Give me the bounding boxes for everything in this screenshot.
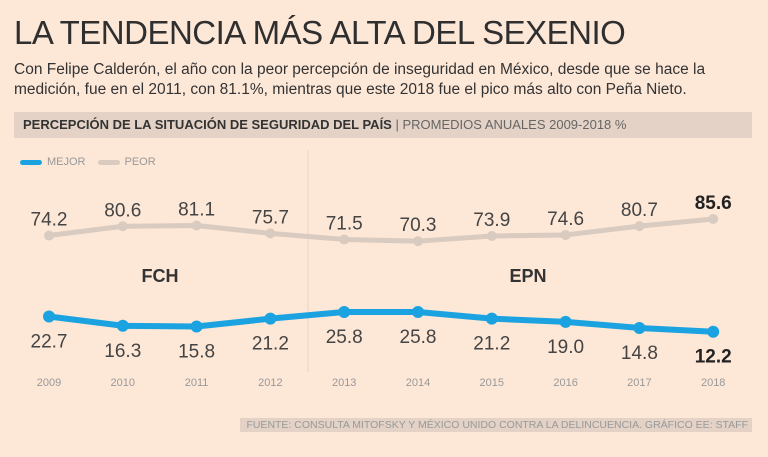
data-point — [485, 312, 498, 325]
data-point — [117, 221, 128, 232]
data-label: 12.2 — [695, 347, 732, 368]
data-label: 81.1 — [178, 200, 215, 221]
data-label: 80.6 — [104, 200, 141, 221]
x-tick-label: 2013 — [332, 377, 356, 389]
annotation-fch: FCH — [142, 266, 179, 286]
legend-label-peor: PEOR — [124, 156, 156, 168]
legend-swatch-peor — [97, 159, 120, 165]
source-footer: FUENTE: CONSULTA MITOFSKY Y MÉXICO UNIDO… — [240, 418, 752, 432]
chart-subtitle: PROMEDIOS ANUALES 2009-2018 % — [402, 117, 627, 132]
data-point — [634, 221, 645, 232]
data-label: 25.8 — [400, 327, 437, 348]
data-point — [413, 236, 423, 247]
data-point — [116, 319, 129, 332]
series-line-peor — [48, 216, 714, 244]
legend-label-mejor: MEJOR — [47, 156, 86, 168]
data-point — [560, 229, 571, 240]
subtitle: Con Felipe Calderón, el año con la peor … — [14, 61, 706, 98]
data-label: 21.2 — [252, 334, 289, 355]
x-tick-label: 2018 — [701, 377, 725, 389]
data-label: 75.7 — [252, 207, 289, 228]
data-point — [338, 306, 351, 318]
data-label: 14.8 — [621, 343, 658, 364]
chart-header-bar: PERCEPCIÓN DE LA SITUACIÓN DE SEGURIDAD … — [14, 112, 752, 138]
x-tick-label: 2010 — [111, 377, 135, 389]
data-point — [264, 312, 277, 325]
data-point — [265, 228, 276, 239]
data-point — [486, 230, 497, 241]
data-point — [633, 321, 646, 334]
data-label: 74.6 — [547, 209, 584, 230]
x-tick-label: 2016 — [553, 377, 577, 389]
data-point — [412, 306, 424, 318]
data-label: 71.5 — [326, 213, 363, 234]
data-point — [707, 325, 720, 338]
annotation-epn: EPN — [509, 266, 546, 286]
data-label: 19.0 — [547, 337, 584, 358]
data-label: 25.8 — [326, 327, 363, 348]
data-label: 21.2 — [473, 334, 510, 355]
data-label: 80.7 — [621, 200, 658, 221]
data-label: 15.8 — [178, 342, 215, 363]
x-tick-label: 2015 — [480, 377, 504, 389]
data-label: 16.3 — [104, 341, 141, 362]
data-label: 70.3 — [400, 215, 437, 236]
data-point — [190, 320, 203, 333]
data-label: 74.2 — [31, 210, 68, 231]
x-tick-label: 2012 — [258, 377, 282, 389]
x-tick-label: 2009 — [37, 377, 61, 389]
series-line-mejor — [48, 309, 714, 335]
data-point — [44, 230, 54, 241]
legend: MEJOR PEOR — [20, 156, 156, 168]
data-point — [559, 315, 572, 328]
data-label: 73.9 — [473, 210, 510, 231]
data-point — [339, 234, 350, 245]
x-tick-label: 2011 — [185, 377, 209, 389]
page-title: LA TENDENCIA MÁS ALTA DEL SEXENIO — [14, 14, 626, 51]
data-point — [708, 214, 719, 224]
chart-title: PERCEPCIÓN DE LA SITUACIÓN DE SEGURIDAD … — [23, 117, 392, 132]
data-label: 85.6 — [695, 193, 732, 214]
x-tick-label: 2014 — [406, 377, 430, 389]
legend-swatch-mejor — [20, 159, 42, 165]
x-tick-label: 2017 — [627, 377, 651, 389]
data-point — [43, 310, 55, 323]
data-label: 22.7 — [31, 331, 68, 352]
separator: | — [391, 117, 403, 132]
data-point — [191, 220, 202, 231]
